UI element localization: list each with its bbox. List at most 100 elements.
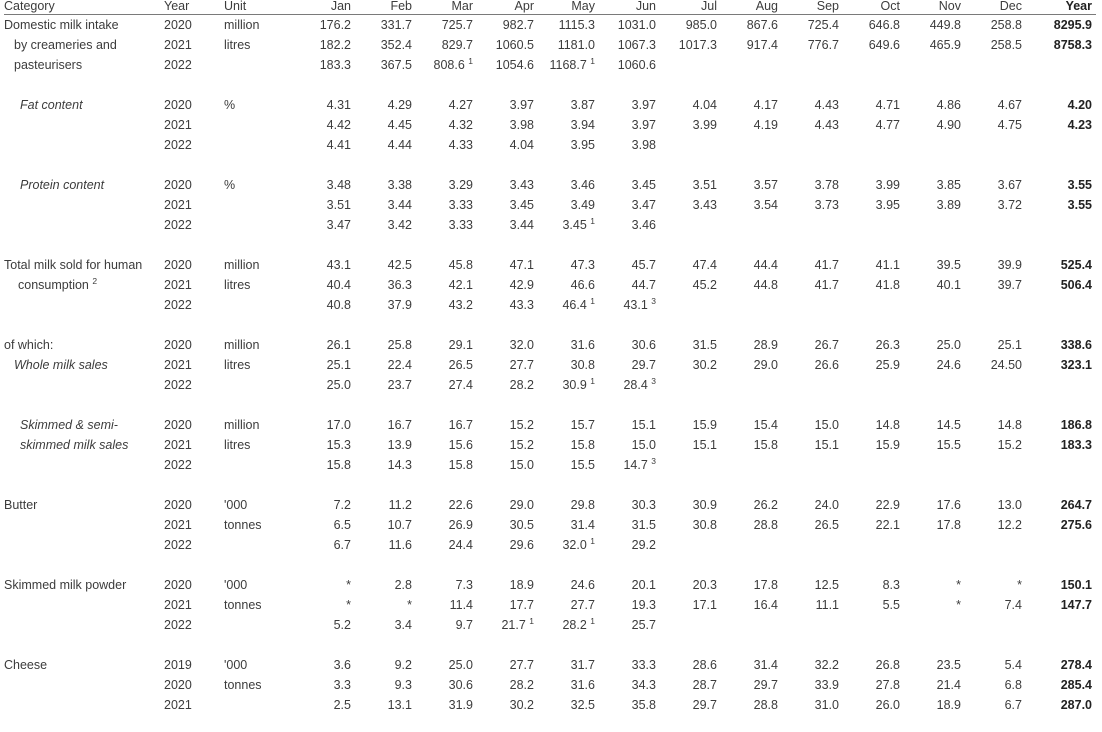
value-cell: 3.87 xyxy=(538,95,599,115)
value-text: 44.4 xyxy=(753,258,778,272)
value-text: 29.8 xyxy=(570,498,595,512)
value-text: 10.7 xyxy=(387,518,412,532)
value-cell xyxy=(904,135,965,155)
value-text: 13.9 xyxy=(387,438,412,452)
value-text: 28.2 xyxy=(509,378,534,392)
year-total-cell: 525.4 xyxy=(1060,258,1092,272)
value-cell: 15.2 xyxy=(477,415,538,435)
value-cell: 46.6 xyxy=(538,275,599,295)
value-text: 15.8 xyxy=(570,438,595,452)
header-month: Feb xyxy=(390,0,412,13)
value-cell: 3.46 xyxy=(599,215,660,235)
value-text: 3.89 xyxy=(936,198,961,212)
value-text: 30.6 xyxy=(631,338,656,352)
value-text: 17.0 xyxy=(326,418,351,432)
value-cell: 352.4 xyxy=(355,35,416,55)
year-total-cell: 287.0 xyxy=(1060,698,1092,712)
value-cell: 30.8 xyxy=(538,355,599,375)
value-text: 7.4 xyxy=(1004,598,1022,612)
table-row: 2022 5.2 3.4 9.7 21.7 1 28.2 1 25.7 xyxy=(4,615,1096,635)
value-cell: 15.2 xyxy=(965,435,1026,455)
value-cell: 3.33 xyxy=(416,215,477,235)
value-cell: 1168.7 1 xyxy=(538,55,599,75)
value-text: 4.17 xyxy=(753,98,778,112)
value-cell: 29.0 xyxy=(477,495,538,515)
value-cell: * xyxy=(355,595,416,615)
value-cell: 32.5 xyxy=(538,695,599,715)
value-cell: 42.9 xyxy=(477,275,538,295)
table-row: Domestic milk intake 2020 million 176.2 331.… xyxy=(4,15,1096,36)
value-text: 7.3 xyxy=(455,578,473,592)
year-total-cell: 150.1 xyxy=(1060,578,1092,592)
value-cell: 15.7 xyxy=(538,415,599,435)
value-cell: 26.9 xyxy=(416,515,477,535)
value-text: 29.0 xyxy=(509,498,534,512)
year-cell: 2021 xyxy=(164,438,192,452)
value-cell: 28.9 xyxy=(721,335,782,355)
value-text: 12.5 xyxy=(814,578,839,592)
value-text: 33.3 xyxy=(631,658,656,672)
value-text: 4.90 xyxy=(936,118,961,132)
table-row: Butter 2020 '000 7.2 11.2 22.6 29.0 29.8 30.3 30.… xyxy=(4,495,1096,515)
value-cell: 26.3 xyxy=(843,335,904,355)
value-text: 4.19 xyxy=(753,118,778,132)
value-cell: 4.17 xyxy=(721,95,782,115)
value-text: 4.27 xyxy=(448,98,473,112)
value-cell: 25.0 xyxy=(904,335,965,355)
year-total-cell: 3.55 xyxy=(1067,178,1092,192)
value-text: 3.51 xyxy=(326,198,351,212)
value-cell: 33.3 xyxy=(599,655,660,675)
value-text: 40.8 xyxy=(326,298,351,312)
value-cell: 29.7 xyxy=(660,695,721,715)
footnote-marker: 1 xyxy=(590,216,595,226)
value-cell: 27.4 xyxy=(416,375,477,395)
value-cell: 40.1 xyxy=(904,275,965,295)
value-text: 42.9 xyxy=(509,278,534,292)
category-label xyxy=(4,535,164,555)
header-month: Nov xyxy=(938,0,961,13)
year-cell: 2022 xyxy=(164,58,192,72)
value-cell: 15.0 xyxy=(782,415,843,435)
value-cell: 3.47 xyxy=(599,195,660,215)
value-text: 28.6 xyxy=(692,658,717,672)
value-cell xyxy=(843,135,904,155)
value-text: 4.42 xyxy=(326,118,351,132)
value-text: 17.6 xyxy=(936,498,961,512)
value-text: 258.8 xyxy=(990,18,1022,32)
value-cell xyxy=(782,295,843,315)
value-cell: 25.0 xyxy=(294,375,355,395)
value-text: 47.1 xyxy=(509,258,534,272)
category-label xyxy=(4,375,164,395)
category-label: consumption 2 xyxy=(4,275,164,295)
value-cell: 30.2 xyxy=(477,695,538,715)
table-row: Total milk sold for human 2020 million 43.1… xyxy=(4,255,1096,275)
value-cell: 3.98 xyxy=(599,135,660,155)
unit-cell xyxy=(224,375,294,395)
value-text: 11.2 xyxy=(388,498,412,512)
value-cell: 3.97 xyxy=(599,115,660,135)
value-cell: 40.8 xyxy=(294,295,355,315)
value-cell: 30.6 xyxy=(599,335,660,355)
value-text: 776.7 xyxy=(807,38,839,52)
value-text: 985.0 xyxy=(685,18,717,32)
value-cell: 12.5 xyxy=(782,575,843,595)
value-cell: 31.7 xyxy=(538,655,599,675)
header-month: Jul xyxy=(701,0,717,13)
value-text: 176.2 xyxy=(319,18,351,32)
category-label: Fat content xyxy=(4,95,164,115)
value-text: 30.6 xyxy=(448,678,473,692)
value-cell: 31.6 xyxy=(538,675,599,695)
value-text: 14.8 xyxy=(997,418,1022,432)
value-cell: 3.45 1 xyxy=(538,215,599,235)
value-cell: 40.4 xyxy=(294,275,355,295)
value-text: 3.42 xyxy=(387,218,412,232)
category-label xyxy=(4,615,164,635)
value-cell: 28.2 1 xyxy=(538,615,599,635)
value-text: 39.5 xyxy=(936,258,961,272)
unit-cell: million xyxy=(224,418,260,432)
year-cell: 2020 xyxy=(164,338,192,352)
value-cell: 28.8 xyxy=(721,515,782,535)
header-month: Jun xyxy=(635,0,656,13)
value-cell: 3.51 xyxy=(294,195,355,215)
value-cell: 27.8 xyxy=(843,675,904,695)
